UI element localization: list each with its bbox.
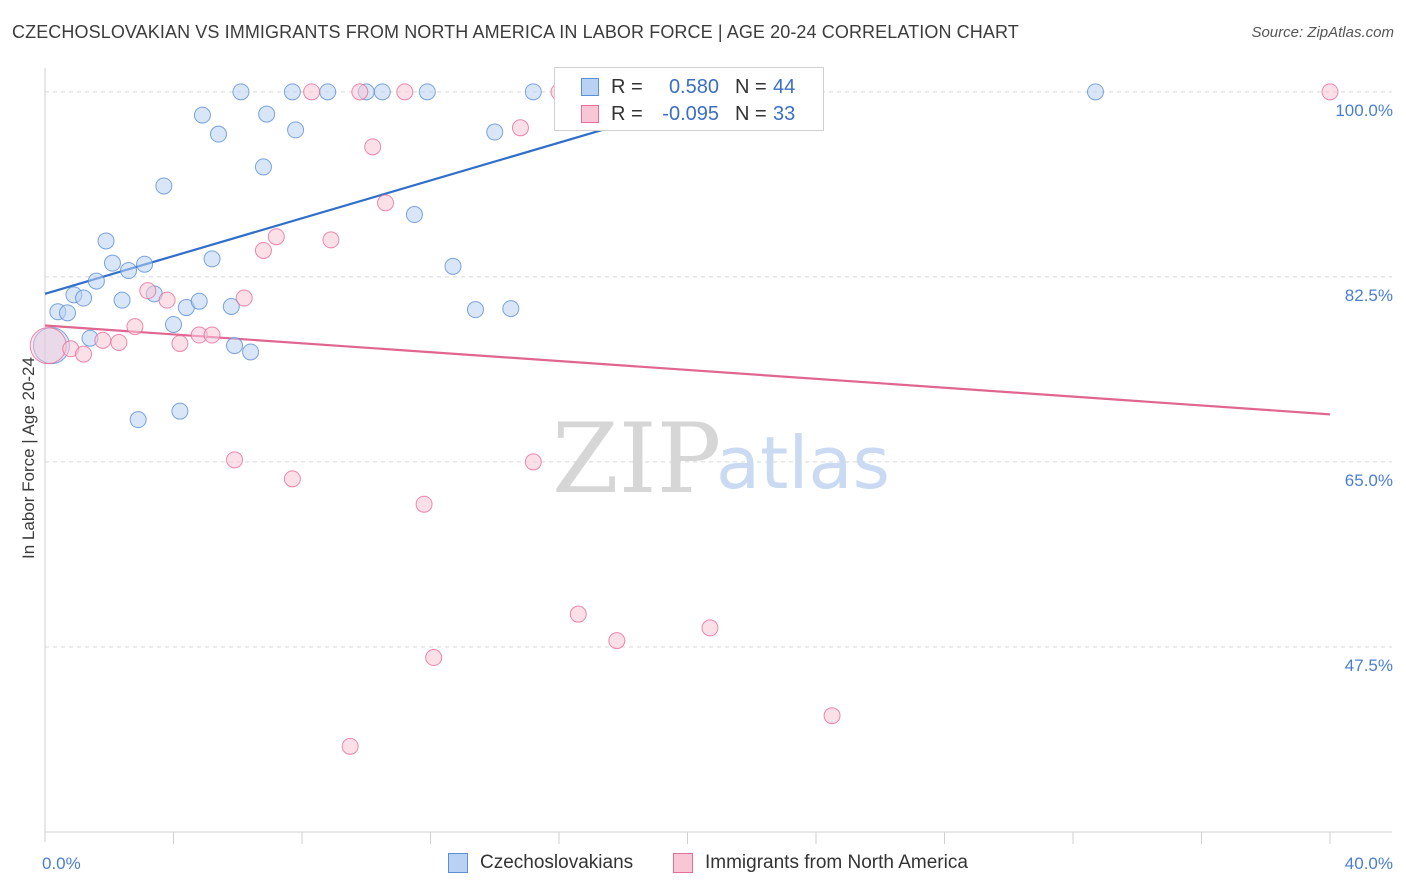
data-point-immigrants	[341, 737, 359, 755]
data-point-czechoslovakians	[486, 123, 504, 141]
data-point-immigrants	[608, 632, 626, 650]
data-point-immigrants	[425, 649, 443, 667]
pink-swatch	[581, 105, 599, 123]
data-point-czechoslovakians	[203, 250, 221, 268]
data-point-czechoslovakians	[466, 301, 484, 319]
data-point-immigrants	[524, 453, 542, 471]
data-point-czechoslovakians	[97, 232, 115, 250]
data-point-immigrants	[158, 291, 176, 309]
data-point-czechoslovakians	[283, 83, 301, 101]
trend-line-immigrants	[44, 324, 1331, 416]
axes	[44, 68, 1392, 844]
data-point-czechoslovakians	[226, 337, 244, 355]
data-point-czechoslovakians	[1086, 83, 1104, 101]
data-point-immigrants	[823, 707, 841, 725]
blue-swatch	[448, 853, 468, 873]
data-point-immigrants	[364, 138, 382, 156]
data-point-immigrants	[396, 83, 414, 101]
data-point-czechoslovakians	[87, 272, 105, 290]
y-axis-label: In Labor Force | Age 20-24	[19, 357, 38, 559]
data-point-czechoslovakians	[258, 105, 276, 123]
data-point-immigrants	[235, 289, 253, 307]
data-point-immigrants	[75, 345, 93, 363]
y-tick-label: 100.0%	[1335, 101, 1393, 120]
watermark-atlas: atlas	[716, 421, 890, 505]
data-point-immigrants	[303, 83, 321, 101]
x-tick-label: 40.0%	[1345, 854, 1393, 873]
data-point-immigrants	[203, 326, 221, 344]
data-point-immigrants	[254, 241, 272, 259]
data-point-czechoslovakians	[232, 83, 250, 101]
data-point-czechoslovakians	[444, 257, 462, 275]
gridlines	[45, 91, 1392, 648]
data-point-immigrants	[283, 470, 301, 488]
data-point-czechoslovakians	[75, 289, 93, 307]
data-point-czechoslovakians	[155, 177, 173, 195]
data-point-immigrants	[126, 318, 144, 336]
data-point-czechoslovakians	[287, 121, 305, 139]
r-label: R =	[611, 76, 643, 98]
data-point-czechoslovakians	[165, 315, 182, 333]
n-value: 33	[773, 103, 796, 125]
y-tick-label: 65.0%	[1345, 471, 1393, 490]
data-point-immigrants	[569, 605, 587, 623]
data-point-immigrants	[267, 228, 285, 246]
y-tick-label: 47.5%	[1345, 656, 1393, 675]
legend-label: Czechoslovakians	[480, 852, 634, 873]
data-point-czechoslovakians	[58, 304, 76, 322]
n-label: N =	[735, 76, 767, 98]
data-point-czechoslovakians	[113, 291, 131, 309]
data-point-czechoslovakians	[222, 298, 240, 316]
chart-title: CZECHOSLOVAKIAN VS IMMIGRANTS FROM NORTH…	[12, 22, 1019, 42]
r-value: -0.095	[662, 103, 719, 125]
data-point-czechoslovakians	[190, 292, 208, 310]
watermark-zip: ZIP	[552, 403, 721, 515]
legend-row-czechoslovakians: R = 0.580 N = 44	[555, 73, 823, 101]
data-point-immigrants	[110, 333, 128, 351]
data-point-immigrants	[701, 619, 719, 637]
data-point-czechoslovakians	[418, 83, 436, 101]
data-point-immigrants	[171, 335, 189, 353]
data-point-czechoslovakians	[254, 158, 272, 176]
pink-swatch	[673, 853, 693, 873]
data-point-immigrants	[351, 83, 369, 101]
r-label: R =	[611, 103, 643, 125]
data-point-czechoslovakians	[405, 206, 423, 224]
correlation-legend: R = 0.580 N = 44 R = -0.095 N = 33	[554, 67, 824, 131]
x-tick-label: 0.0%	[42, 854, 81, 873]
data-point-immigrants	[415, 495, 433, 513]
tick-labels: 100.0% 82.5% 65.0% 47.5% 0.0% 40.0%	[42, 101, 1393, 873]
n-label: N =	[735, 103, 767, 125]
data-point-czechoslovakians	[193, 106, 211, 124]
data-point-immigrants	[1321, 83, 1339, 101]
data-point-immigrants	[226, 451, 244, 469]
r-value: 0.580	[668, 76, 719, 98]
data-point-czechoslovakians	[524, 83, 542, 101]
data-point-czechoslovakians	[129, 411, 147, 429]
data-point-czechoslovakians	[120, 262, 138, 280]
source-attribution: Source: ZipAtlas.com	[1251, 24, 1394, 41]
legend-row-immigrants: R = -0.095 N = 33	[555, 100, 823, 128]
data-point-immigrants	[139, 282, 157, 300]
data-point-immigrants	[377, 194, 395, 212]
trend-lines	[44, 80, 1331, 416]
data-point-immigrants	[94, 331, 112, 349]
data-point-czechoslovakians	[242, 343, 260, 361]
blue-swatch	[581, 78, 599, 96]
data-point-czechoslovakians	[502, 300, 520, 318]
data-point-immigrants	[511, 119, 529, 137]
data-point-czechoslovakians	[373, 83, 391, 101]
data-point-czechoslovakians	[209, 125, 227, 143]
data-point-immigrants	[322, 231, 340, 249]
data-point-czechoslovakians	[171, 402, 189, 420]
y-tick-label: 82.5%	[1345, 286, 1393, 305]
data-point-czechoslovakians	[319, 83, 337, 101]
data-point-czechoslovakians	[136, 255, 154, 273]
legend-label: Immigrants from North America	[705, 852, 968, 873]
data-point-czechoslovakians	[103, 254, 121, 272]
n-value: 44	[773, 76, 796, 98]
data-points	[29, 83, 1339, 755]
